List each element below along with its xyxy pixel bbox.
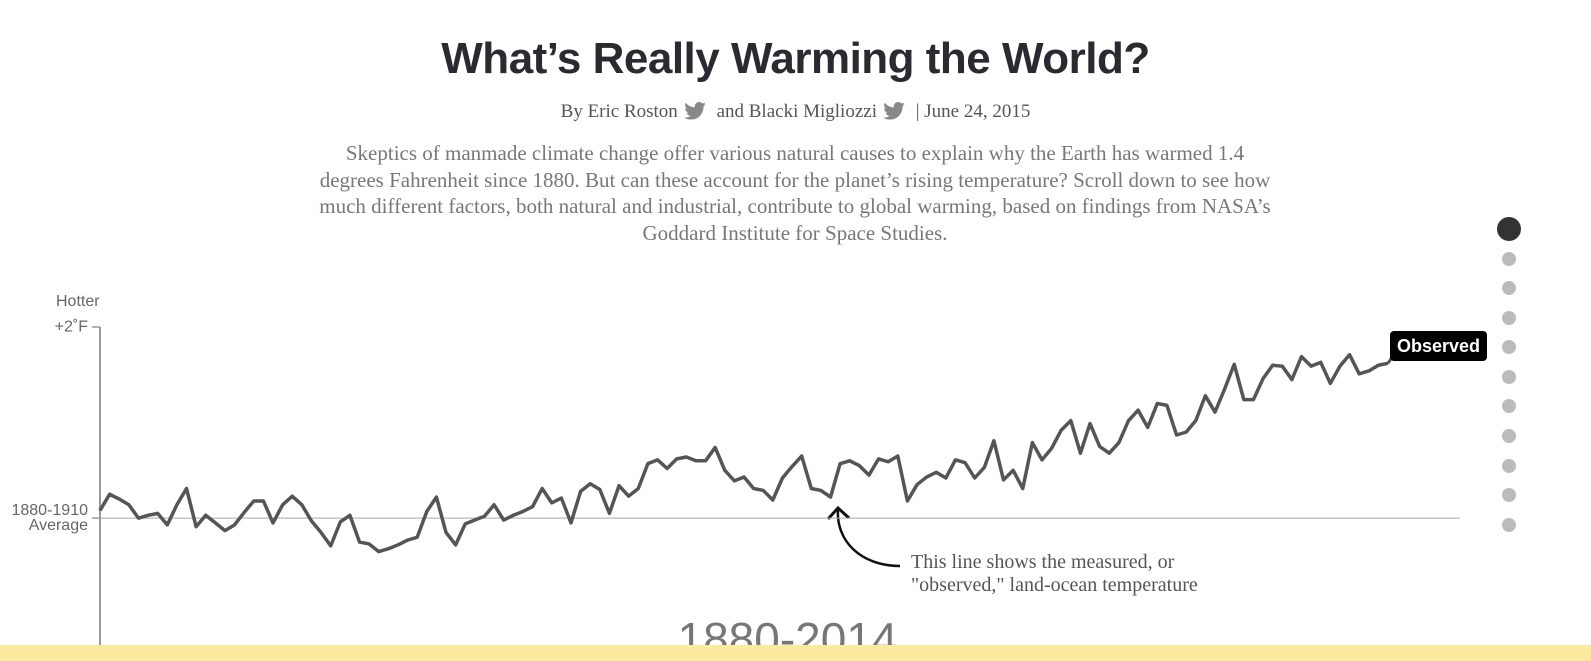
nav-dot[interactable] bbox=[1502, 459, 1516, 473]
author: By Eric Roston bbox=[560, 101, 678, 122]
date: | June 24, 2015 bbox=[915, 101, 1031, 122]
nav-dot[interactable] bbox=[1502, 370, 1516, 384]
nav-dot[interactable] bbox=[1502, 429, 1516, 443]
nav-dot[interactable] bbox=[1502, 399, 1516, 413]
footer-bar bbox=[0, 645, 1591, 661]
y-tick-label: +2˚F bbox=[54, 318, 88, 336]
byline: By Eric Roston and Blacki Migliozzi | Ju… bbox=[0, 101, 1591, 123]
annotation-arrow bbox=[826, 505, 901, 568]
twitter-icon[interactable] bbox=[684, 102, 706, 120]
nav-dot[interactable] bbox=[1502, 252, 1516, 266]
data-line bbox=[98, 352, 1389, 554]
annotation: This line shows the measured, or "observ… bbox=[911, 551, 1198, 596]
nav-dot[interactable] bbox=[1502, 281, 1516, 295]
nav-dot[interactable] bbox=[1502, 340, 1516, 354]
nav-dot[interactable] bbox=[1502, 488, 1516, 502]
author: and Blacki Migliozzi bbox=[716, 101, 877, 122]
nav-dot[interactable] bbox=[1502, 311, 1516, 325]
section-nav bbox=[1497, 217, 1521, 532]
twitter-icon[interactable] bbox=[883, 102, 905, 120]
legend-entry: Observed bbox=[1390, 331, 1488, 362]
nav-dot[interactable] bbox=[1497, 217, 1521, 241]
y-tick-label: 1880-1910 Average bbox=[11, 502, 88, 535]
y-axis-label: Hotter bbox=[56, 293, 100, 310]
nav-dot[interactable] bbox=[1502, 518, 1516, 532]
article-title: What’s Really Warming the World? bbox=[441, 34, 1150, 83]
intro: Skeptics of manmade climate change offer… bbox=[319, 141, 1271, 245]
